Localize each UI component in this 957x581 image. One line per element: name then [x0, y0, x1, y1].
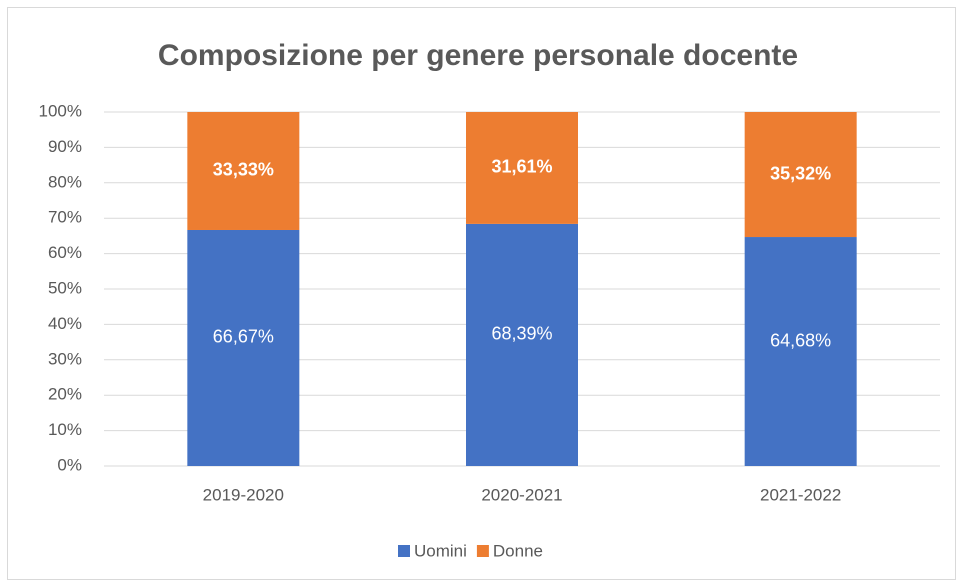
bar-segment	[187, 112, 300, 230]
data-label: 35,32%	[770, 163, 831, 183]
data-label: 31,61%	[491, 157, 552, 177]
bar-segment	[744, 112, 857, 238]
bar-segment	[744, 237, 857, 466]
data-label: 68,39%	[491, 324, 552, 344]
x-tick-label: 2020-2021	[481, 485, 562, 504]
y-tick-label: 40%	[48, 314, 82, 333]
data-label: 66,67%	[213, 327, 274, 347]
legend-swatch	[398, 545, 410, 557]
y-tick-label: 100%	[39, 101, 82, 120]
bar-segment	[187, 229, 300, 466]
y-tick-label: 0%	[57, 455, 82, 474]
bar-segment	[466, 223, 578, 466]
legend-label: Uomini	[414, 541, 467, 560]
x-tick-label: 2021-2022	[760, 485, 841, 504]
y-tick-label: 10%	[48, 420, 82, 439]
chart-title: Composizione per genere personale docent…	[158, 39, 798, 72]
legend-label: Donne	[493, 541, 543, 560]
legend-swatch	[476, 545, 489, 557]
x-tick-label: 2019-2020	[203, 485, 284, 504]
y-tick-label: 60%	[48, 243, 82, 262]
data-label: 64,68%	[770, 330, 831, 350]
y-tick-label: 30%	[48, 349, 82, 368]
y-tick-label: 90%	[48, 137, 82, 156]
y-tick-label: 80%	[48, 172, 82, 191]
y-tick-label: 20%	[48, 385, 82, 404]
bar-segment	[466, 112, 578, 224]
data-label: 33,33%	[213, 160, 274, 180]
y-tick-label: 70%	[48, 208, 82, 227]
y-tick-label: 50%	[48, 278, 82, 297]
